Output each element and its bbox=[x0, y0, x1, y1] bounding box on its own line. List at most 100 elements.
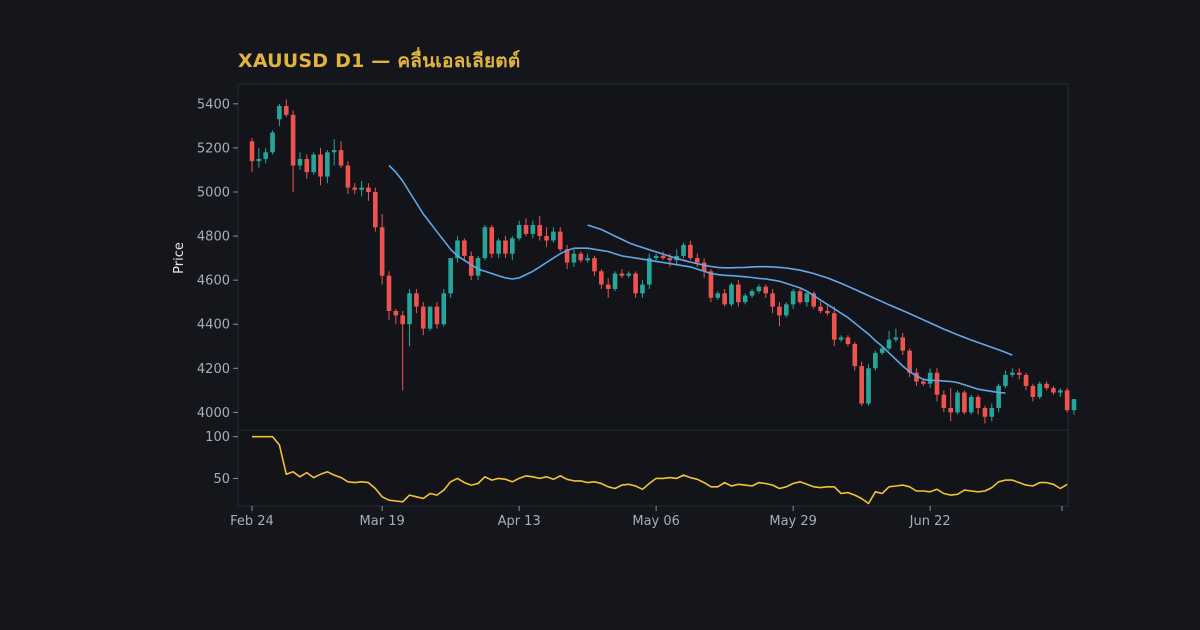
x-tick-label: Feb 24 bbox=[230, 514, 274, 529]
candle bbox=[619, 269, 625, 278]
candle bbox=[831, 306, 837, 347]
candle bbox=[393, 308, 399, 325]
candle bbox=[283, 99, 289, 118]
candle bbox=[379, 214, 385, 285]
candle bbox=[749, 288, 755, 298]
candle bbox=[886, 330, 892, 351]
candle bbox=[770, 288, 775, 314]
candle bbox=[331, 139, 337, 166]
candle bbox=[277, 103, 282, 126]
candle bbox=[694, 253, 700, 267]
candle bbox=[599, 269, 604, 289]
candle bbox=[249, 137, 255, 173]
candle bbox=[414, 288, 419, 314]
candle bbox=[790, 288, 796, 309]
candle bbox=[1051, 385, 1056, 395]
candle bbox=[1010, 368, 1015, 378]
candle bbox=[557, 227, 563, 252]
candle bbox=[921, 379, 926, 386]
candle bbox=[571, 249, 577, 267]
candle bbox=[900, 333, 906, 356]
candle bbox=[311, 152, 316, 175]
price-tick-label: 4000 bbox=[197, 406, 230, 421]
x-axis-ticks: Feb 24 Mar 19 Apr 13 May 06 May 29 Jun 22 bbox=[230, 506, 1063, 529]
candle bbox=[544, 227, 549, 248]
x-tick-label: Mar 19 bbox=[360, 514, 405, 529]
candle bbox=[338, 141, 344, 168]
candle bbox=[345, 161, 351, 195]
candle bbox=[729, 282, 734, 307]
candle bbox=[1016, 368, 1022, 380]
candle bbox=[701, 258, 707, 278]
candle bbox=[934, 368, 940, 402]
oscillator-panel-frame bbox=[237, 429, 1069, 507]
candle bbox=[818, 302, 823, 314]
candle bbox=[633, 271, 638, 298]
candle bbox=[838, 335, 844, 342]
candle bbox=[647, 253, 652, 289]
candle bbox=[359, 180, 364, 197]
candle bbox=[756, 284, 762, 294]
candle bbox=[660, 251, 666, 261]
candle bbox=[304, 154, 310, 179]
candle bbox=[777, 302, 782, 327]
candle bbox=[516, 220, 522, 241]
candle bbox=[893, 328, 899, 342]
candle bbox=[537, 216, 542, 241]
oscillator-tick-label: 50 bbox=[213, 472, 230, 487]
candle bbox=[441, 288, 447, 327]
candle bbox=[708, 269, 714, 303]
candle bbox=[270, 130, 275, 155]
candle bbox=[941, 390, 947, 413]
candle bbox=[263, 147, 268, 164]
candle bbox=[612, 271, 618, 292]
x-tick-label: May 06 bbox=[632, 514, 680, 529]
candle bbox=[784, 302, 789, 318]
candle bbox=[290, 110, 296, 192]
ma-fast-line bbox=[388, 164, 1006, 394]
candle bbox=[523, 218, 529, 237]
candle bbox=[434, 302, 440, 329]
candle bbox=[914, 368, 919, 386]
price-tick-label: 4800 bbox=[197, 230, 230, 245]
x-tick-label: May 29 bbox=[769, 514, 817, 529]
candle bbox=[989, 403, 995, 422]
candle bbox=[996, 383, 1001, 413]
price-tick-label: 4400 bbox=[197, 318, 230, 333]
candle bbox=[859, 361, 864, 406]
candle bbox=[482, 225, 488, 261]
candle bbox=[975, 394, 981, 415]
ma-slow-line bbox=[587, 224, 1013, 356]
candle bbox=[742, 293, 748, 305]
oscillator-tick-label: 100 bbox=[205, 430, 230, 445]
candle bbox=[955, 390, 960, 415]
candle bbox=[530, 220, 536, 239]
candle bbox=[551, 227, 556, 243]
price-tick-label: 4200 bbox=[197, 362, 230, 377]
candle bbox=[736, 280, 741, 307]
candle bbox=[578, 251, 584, 263]
candle bbox=[763, 284, 769, 298]
price-tick-label: 4600 bbox=[197, 274, 230, 289]
price-tick-label: 5000 bbox=[197, 185, 230, 200]
candle bbox=[715, 291, 721, 300]
candle bbox=[873, 350, 878, 371]
x-tick-label: Jun 22 bbox=[909, 514, 951, 529]
candle bbox=[585, 253, 590, 263]
candle bbox=[688, 240, 693, 261]
candle bbox=[489, 225, 495, 259]
oscillator-line bbox=[252, 435, 1068, 505]
oscillator-axis-ticks: 50 100 bbox=[205, 430, 238, 487]
candle bbox=[1030, 383, 1036, 402]
candle bbox=[653, 253, 659, 261]
candle bbox=[797, 288, 803, 305]
candle bbox=[811, 291, 816, 309]
candle bbox=[866, 363, 871, 406]
candle bbox=[722, 288, 727, 307]
candle bbox=[256, 147, 262, 168]
price-panel-frame bbox=[237, 83, 1069, 431]
candle bbox=[564, 244, 570, 270]
candle bbox=[879, 346, 885, 356]
candle bbox=[496, 238, 501, 259]
